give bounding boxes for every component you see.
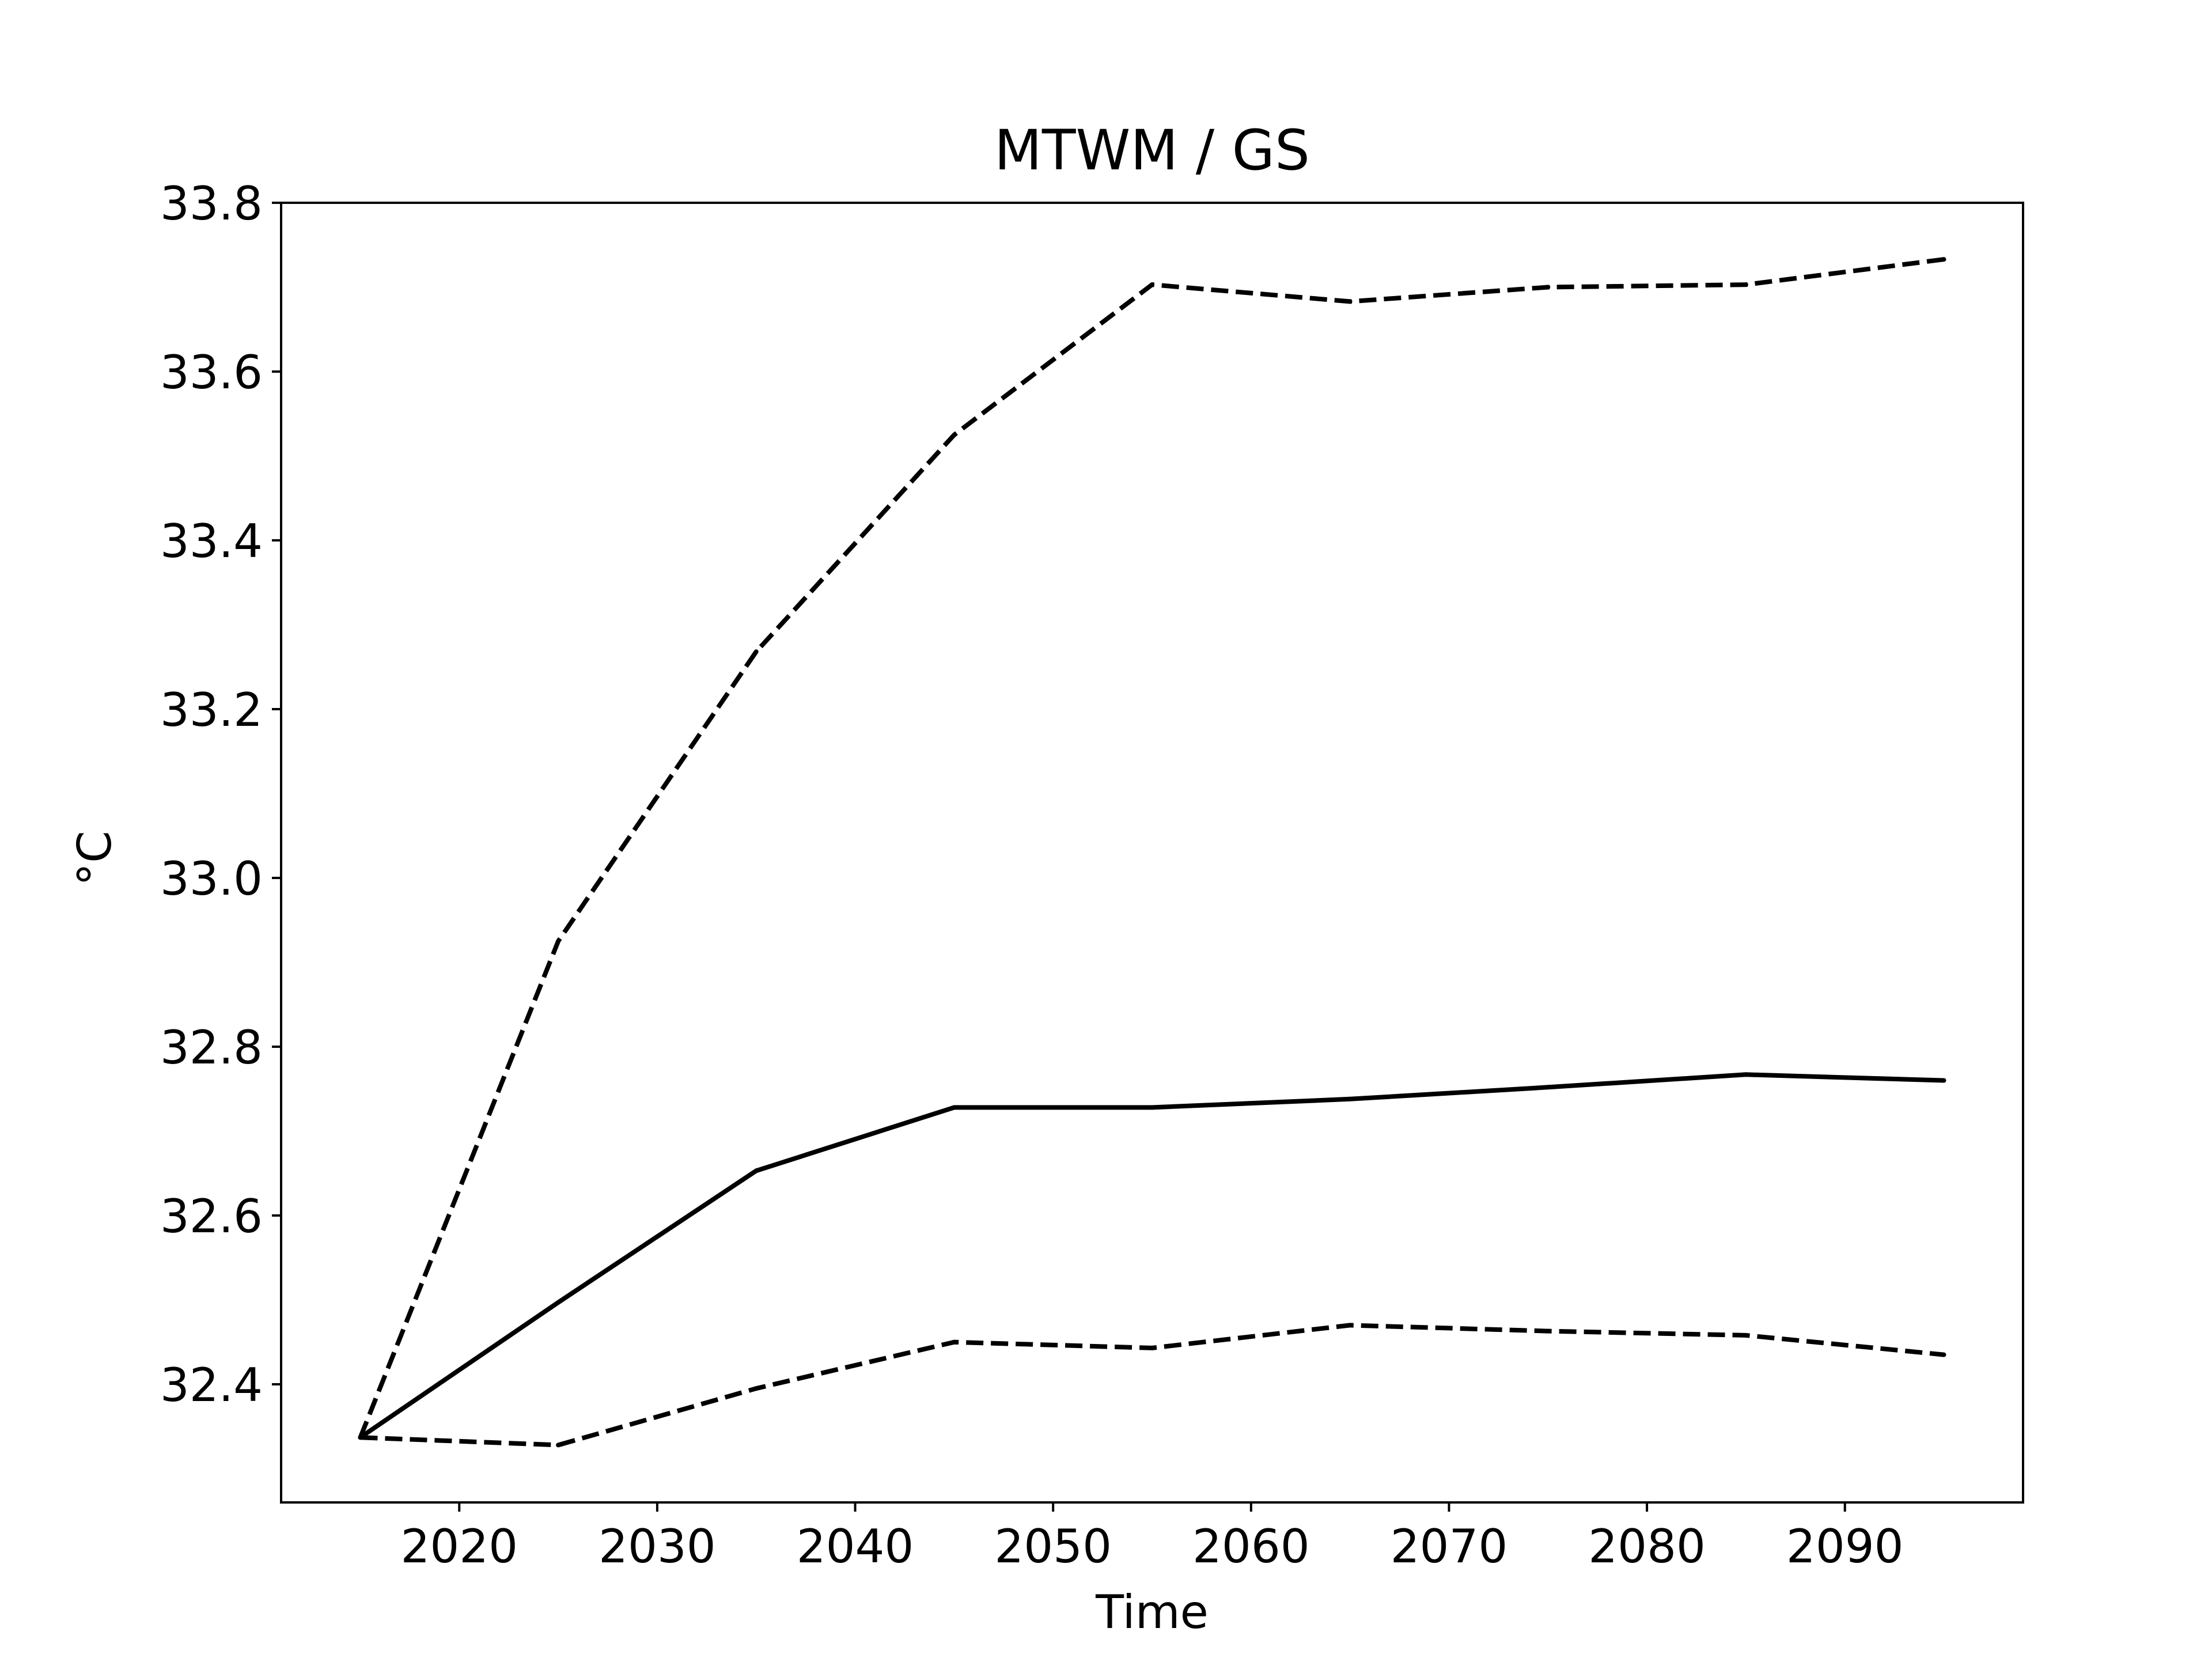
y-tick-label: 33.4 (160, 514, 263, 568)
y-tick-label: 32.6 (160, 1190, 263, 1243)
x-tick-label: 2040 (797, 1520, 914, 1573)
series-1-point (1941, 1078, 1946, 1083)
series-3-point (358, 1435, 363, 1440)
series-2-point (1347, 299, 1353, 304)
series-3-point (556, 1443, 561, 1448)
series-3-point (1941, 1352, 1946, 1357)
series-3-point (1743, 1332, 1748, 1338)
axis-ticks: 2020 2030 2040 2050 2060 2070 2080 2090 32.4 32.6… (160, 177, 1904, 1573)
y-tick-label: 32.4 (160, 1358, 263, 1412)
x-tick-label: 2020 (400, 1520, 518, 1573)
series-3-point (952, 1339, 957, 1345)
series-2-point (753, 649, 759, 654)
series-3-point (1347, 1323, 1353, 1328)
series-1-point (1150, 1105, 1154, 1110)
series-1-point (1743, 1072, 1748, 1077)
plot-area-frame (280, 202, 2024, 1504)
y-tick-label: 33.0 (160, 852, 263, 906)
series-2-point (1743, 282, 1748, 287)
x-tick-label: 2080 (1588, 1520, 1706, 1573)
series-1-point (952, 1105, 957, 1110)
series-2-point (556, 938, 561, 944)
x-tick-label: 2050 (994, 1520, 1112, 1573)
series-3-point (753, 1386, 759, 1391)
series-1-point (1347, 1096, 1353, 1101)
series-1-point (753, 1168, 759, 1173)
y-axis-label: °C (68, 831, 122, 886)
y-tick-label: 33.8 (160, 177, 263, 230)
x-tick-label: 2060 (1192, 1520, 1310, 1573)
x-tick-label: 2030 (599, 1520, 716, 1573)
data-series (358, 257, 1946, 1448)
y-tick-label: 32.8 (160, 1021, 263, 1074)
series-2-point (1546, 285, 1551, 290)
series-1-point (556, 1300, 561, 1305)
chart-title: MTWM / GS (994, 118, 1310, 183)
x-tick-label: 2090 (1786, 1520, 1904, 1573)
y-tick-label: 33.2 (160, 683, 263, 737)
series-3-point (1150, 1345, 1154, 1350)
series-2-point (1941, 257, 1946, 262)
series-2-point (1150, 282, 1154, 287)
series-3-point (1546, 1328, 1551, 1334)
series-2-point (952, 432, 957, 437)
x-tick-label: 2070 (1391, 1520, 1508, 1573)
y-tick-label: 33.6 (160, 346, 263, 399)
series-1-point (1546, 1085, 1551, 1090)
x-axis-label: Time (1095, 1585, 1209, 1639)
